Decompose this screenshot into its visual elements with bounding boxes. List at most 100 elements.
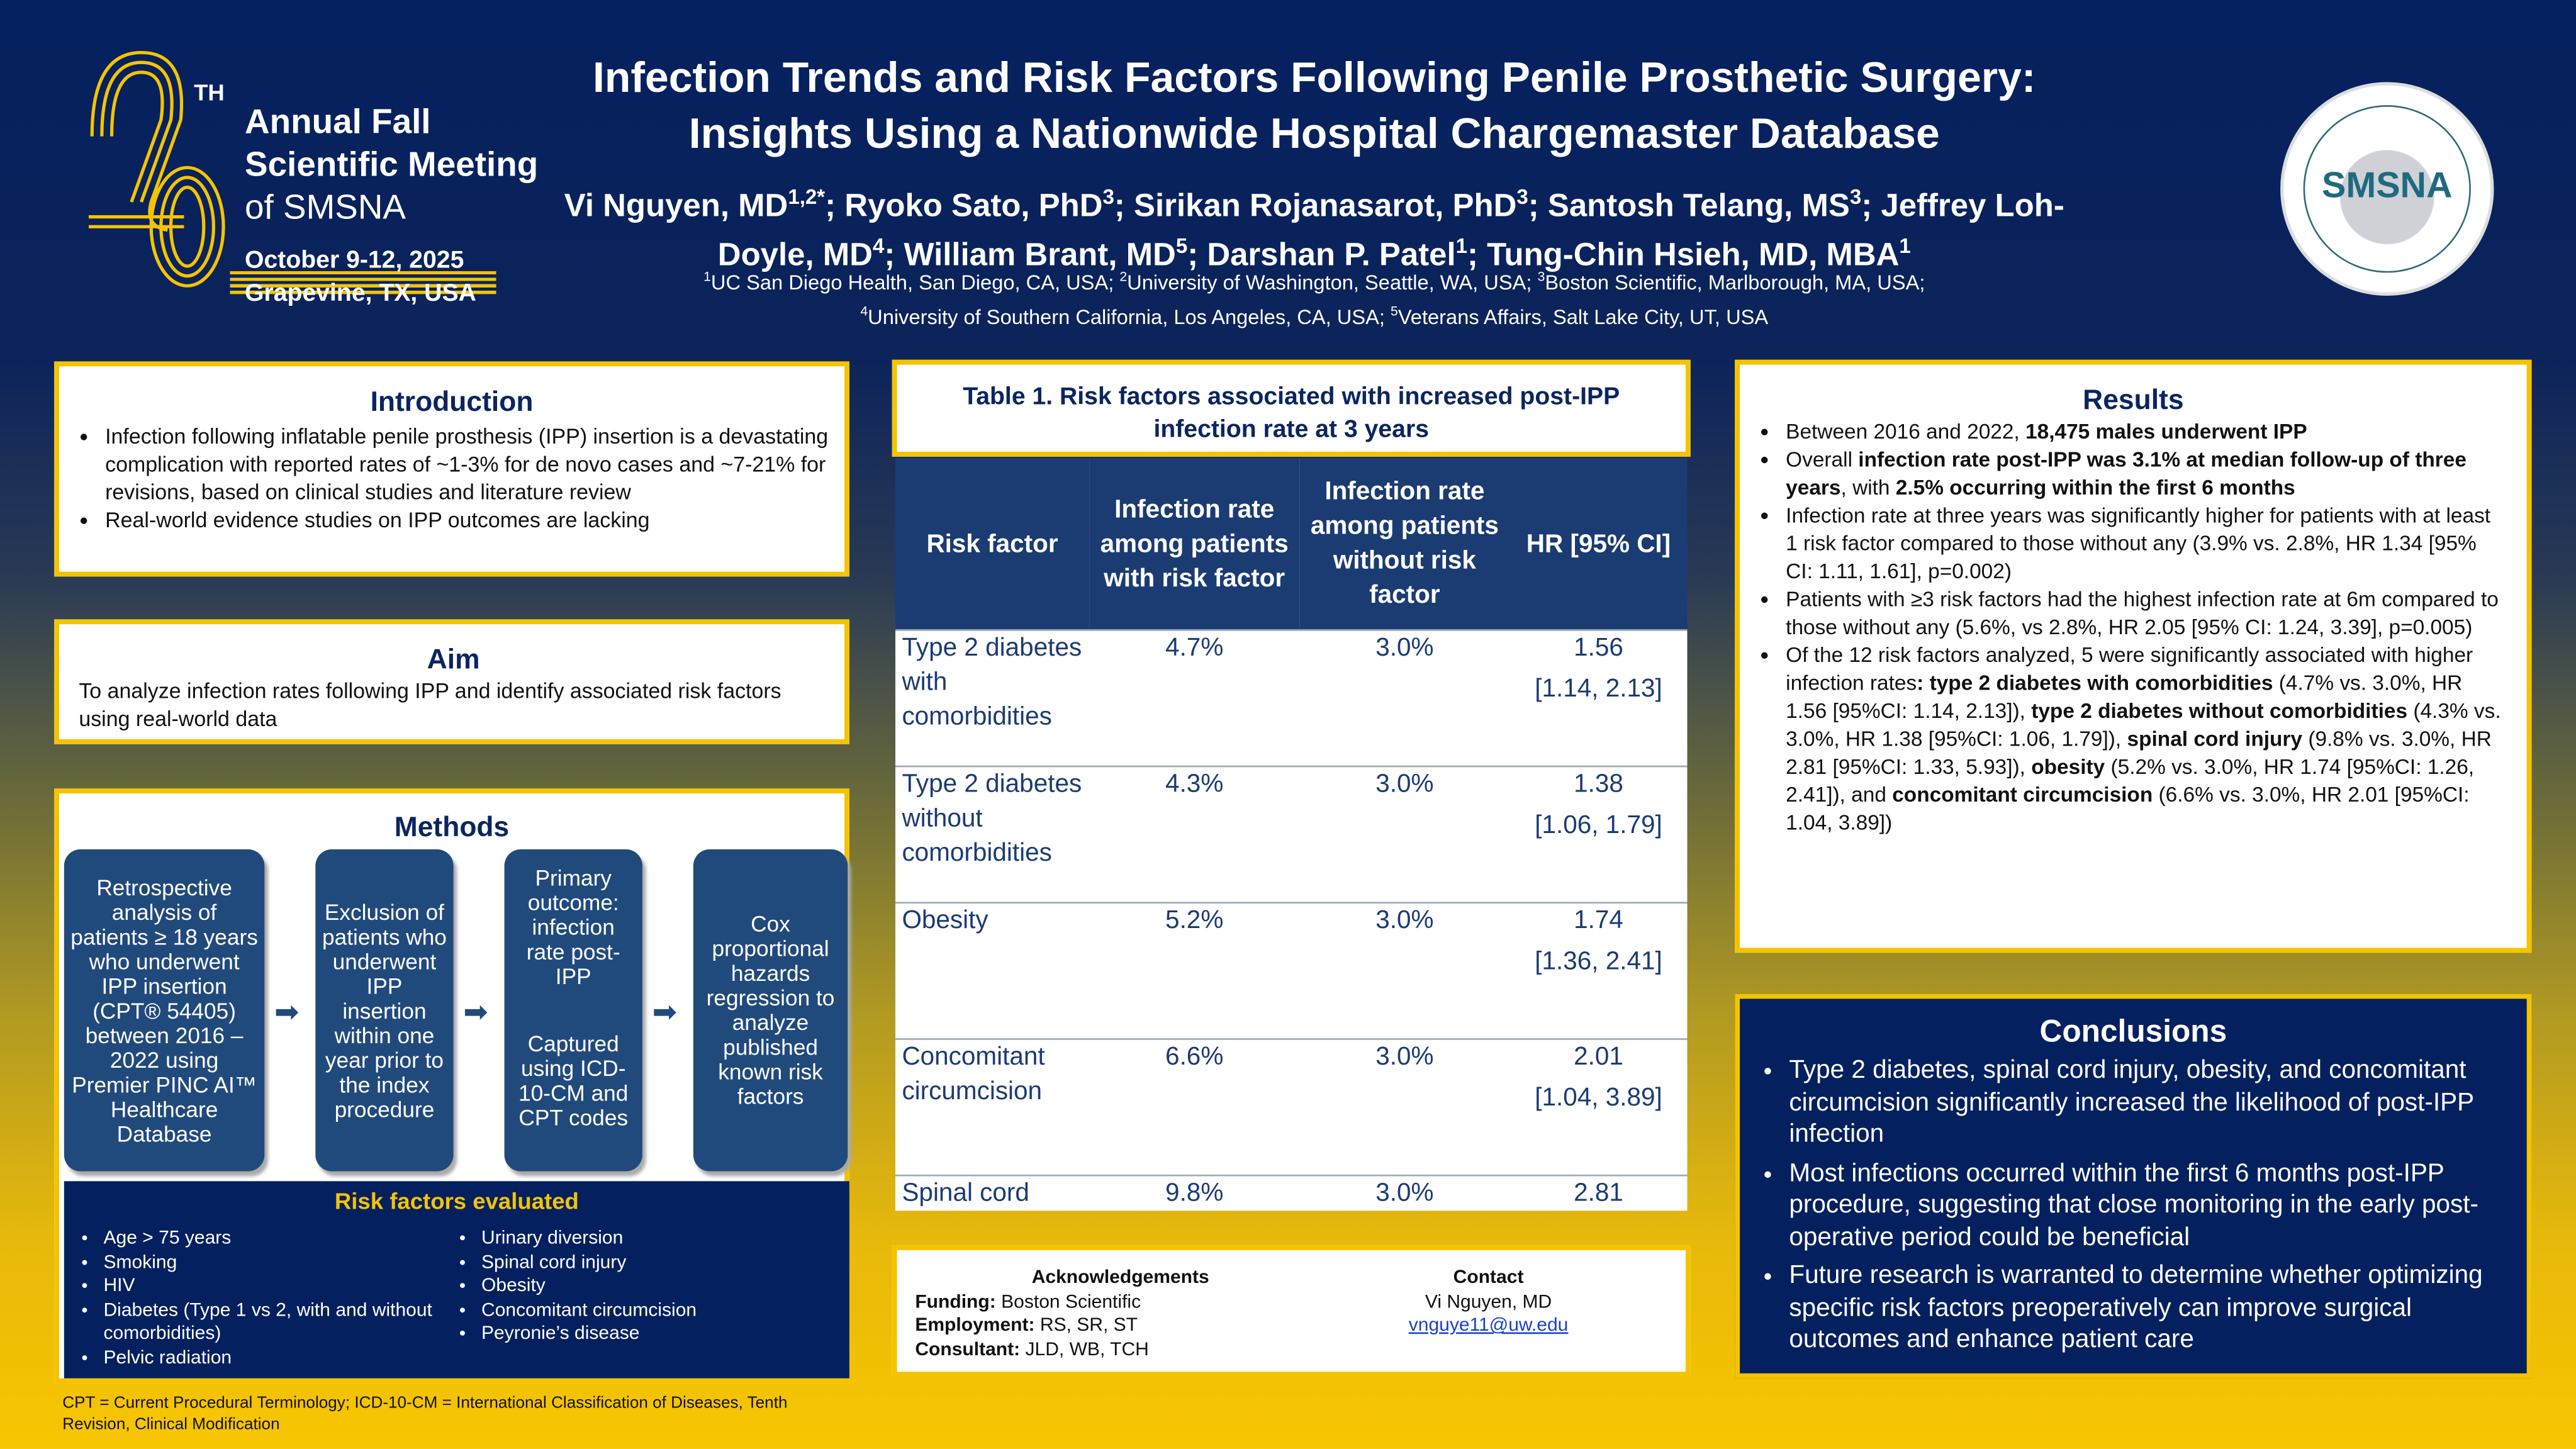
aim-title: Aim xyxy=(427,644,480,676)
introduction-list: Infection following inflatable penile pr… xyxy=(59,422,844,534)
list-item: Real-world evidence studies on IPP outco… xyxy=(105,506,844,534)
author: Santosh Telang, MS xyxy=(1547,187,1850,225)
method-step-2: Exclusion of patients who underwent IPP … xyxy=(315,849,454,1172)
acknowledgements-panel: Acknowledgements Funding: Boston Scienti… xyxy=(892,1245,1691,1377)
table-cell-without: 3.0% xyxy=(1299,629,1510,767)
table-row: Obesity 5.2% 3.0% 1.74 [1.36, 2.41] xyxy=(895,902,1688,1039)
list-item: Infection rate at three years was signif… xyxy=(1786,501,2507,585)
introduction-title: Introduction xyxy=(370,386,534,418)
table-cell-hr: 1.74 [1.36, 2.41] xyxy=(1509,902,1688,1039)
table-cell-factor: Type 2 diabetes without comorbidities xyxy=(895,765,1090,903)
contact-name: Vi Nguyen, MD xyxy=(1425,1292,1552,1312)
hazard-ratio: 1.56 xyxy=(1574,634,1623,663)
author: Jeffrey Loh-Doyle, MD xyxy=(717,187,2064,273)
captured-codes-text: Captured using ICD-10-CM and CPT codes xyxy=(518,1031,629,1131)
table-cell-with: 6.6% xyxy=(1089,1038,1300,1176)
affiliation-sup: 5 xyxy=(1391,304,1398,319)
author: William Brant, MD xyxy=(904,236,1176,273)
stripes-decoration xyxy=(230,271,496,294)
risk-factor-item: HIV xyxy=(103,1275,456,1299)
consultant-line: Consultant: JLD, WB, TCH xyxy=(915,1338,1326,1362)
affiliation: UC San Diego Health, San Diego, CA, USA; xyxy=(710,271,1120,294)
confidence-interval: [1.36, 2.41] xyxy=(1535,948,1662,976)
table-cell-hr: 2.01 [1.04, 3.89] xyxy=(1509,1038,1688,1176)
author-affiliation-sup: 3 xyxy=(1102,186,1114,209)
logo-suffix: TH xyxy=(194,79,225,106)
risk-factors-title: Risk factors evaluated xyxy=(334,1187,579,1214)
affiliation: Boston Scientific, Marlborough, MA, USA; xyxy=(1545,271,1925,294)
hazard-ratio: 1.38 xyxy=(1574,770,1623,798)
table-cell-hr: 1.38 [1.06, 1.79] xyxy=(1509,765,1688,903)
consultant-label: Consultant: xyxy=(915,1340,1021,1360)
introduction-panel: Introduction Infection following inflata… xyxy=(54,361,849,577)
table-row: Type 2 diabetes without comorbidities 4.3… xyxy=(895,765,1688,903)
table-row: Spinal cord injury9.8%3.0%2.81[1.33, 5.9… xyxy=(895,1174,1688,1211)
table-cell-with: 4.3% xyxy=(1089,765,1300,903)
risk-factor-item: Pelvic radiation xyxy=(103,1347,456,1371)
list-item: Patients with ≥3 risk factors had the hi… xyxy=(1786,585,2507,641)
primary-outcome-text: Primary outcome: infection rate post-IPP xyxy=(526,865,620,989)
hazard-ratio: 2.81 xyxy=(1574,1179,1623,1208)
affiliation-sup: 4 xyxy=(860,304,868,319)
funding-value: Boston Scientific xyxy=(1001,1292,1141,1312)
author-affiliation-sup: 1,2* xyxy=(788,186,826,209)
author-affiliation-sup: 4 xyxy=(872,234,885,257)
conclusions-title: Conclusions xyxy=(2039,1015,2227,1050)
title-line2: Insights Using a Nationwide Hospital Cha… xyxy=(688,108,1940,158)
poster-title: Infection Trends and Risk Factors Follow… xyxy=(493,49,2136,161)
column-header: Infection rate among patients with risk … xyxy=(1089,458,1300,630)
author-affiliation-sup: 1 xyxy=(1455,234,1468,257)
method-step-1: Retrospective analysis of patients ≥ 18 … xyxy=(64,849,265,1172)
table-cell-factor: Spinal cord injury xyxy=(895,1174,1090,1211)
acknowledgements-title: Acknowledgements xyxy=(1031,1268,1209,1289)
contact-email-link[interactable]: vnguye11@uw.edu xyxy=(1408,1316,1569,1336)
risk-factors-right: Urinary diversionSpinal cord injuryObesi… xyxy=(442,1227,859,1347)
funding-line: Funding: Boston Scientific xyxy=(915,1290,1326,1314)
meeting-date: October 9-12, 2025 xyxy=(245,246,464,275)
meeting-line3: of SMSNA xyxy=(245,189,406,227)
column-header: Infection rate among patients without ri… xyxy=(1299,458,1510,630)
affiliations: 1UC San Diego Health, San Diego, CA, USA… xyxy=(542,263,2086,332)
author: Ryoko Sato, PhD xyxy=(844,187,1103,225)
footnote: CPT = Current Procedural Terminology; IC… xyxy=(62,1394,788,1435)
employment-line: Employment: RS, SR, ST xyxy=(915,1314,1326,1338)
arrow-right-icon: ➡ xyxy=(274,995,300,1029)
table-cell-hr: 2.81[1.33, 5.93] xyxy=(1509,1174,1688,1211)
author: Sirikan Rojanasarot, PhD xyxy=(1134,187,1517,225)
affiliation-sup: 3 xyxy=(1537,269,1545,284)
table-cell-with: 9.8% xyxy=(1089,1174,1300,1211)
funding-label: Funding: xyxy=(915,1292,996,1312)
method-step-3: Primary outcome: infection rate post-IPP… xyxy=(504,849,642,1172)
table-cell-factor: Type 2 diabetes with comorbidities xyxy=(895,629,1090,767)
risk-factor-item: Concomitant circumcision xyxy=(481,1299,860,1323)
meeting-line2: Scientific Meeting xyxy=(245,146,539,184)
affiliation-sup: 1 xyxy=(703,269,711,284)
risk-factor-table: Risk factor Infection rate among patient… xyxy=(895,458,1688,1211)
table-cell-without: 3.0% xyxy=(1299,1174,1510,1211)
affiliation-sup: 2 xyxy=(1119,269,1128,284)
meeting-line1: Annual Fall xyxy=(245,103,431,142)
list-item: Type 2 diabetes, spinal cord injury, obe… xyxy=(1789,1055,2526,1151)
risk-factor-item: Spinal cord injury xyxy=(481,1251,860,1275)
contact-title: Contact xyxy=(1453,1268,1524,1289)
list-item: Infection following inflatable penile pr… xyxy=(105,422,844,506)
meeting-name: Annual Fall Scientific Meeting of SMSNA xyxy=(245,102,538,230)
author: Darshan P. Patel xyxy=(1207,236,1456,273)
method-step-4: Cox proportional hazards regression to a… xyxy=(693,849,848,1172)
list-item: Most infections occurred within the firs… xyxy=(1789,1157,2526,1253)
employment-value: RS, SR, ST xyxy=(1039,1316,1138,1336)
risk-factor-item: Diabetes (Type 1 vs 2, with and without … xyxy=(103,1299,456,1347)
results-panel: Results Between 2016 and 2022, 18,475 ma… xyxy=(1735,359,2532,953)
confidence-interval: [1.14, 2.13] xyxy=(1535,675,1662,703)
table-cell-hr: 1.56 [1.14, 2.13] xyxy=(1509,629,1688,767)
risk-factor-item: Obesity xyxy=(481,1275,860,1299)
table-cell-with: 5.2% xyxy=(1089,902,1300,1039)
meeting-location: Grapevine, TX, USA xyxy=(245,279,476,308)
arrow-right-icon: ➡ xyxy=(463,995,488,1029)
conclusions-list: Type 2 diabetes, spinal cord injury, obe… xyxy=(1740,1055,2527,1356)
author: Tung-Chin Hsieh, MD, MBA xyxy=(1487,236,1900,273)
table-cell-without: 3.0% xyxy=(1299,902,1510,1039)
aim-text: To analyze infection rates following IPP… xyxy=(79,678,781,731)
list-item: Of the 12 risk factors analyzed, 5 were … xyxy=(1786,641,2507,836)
